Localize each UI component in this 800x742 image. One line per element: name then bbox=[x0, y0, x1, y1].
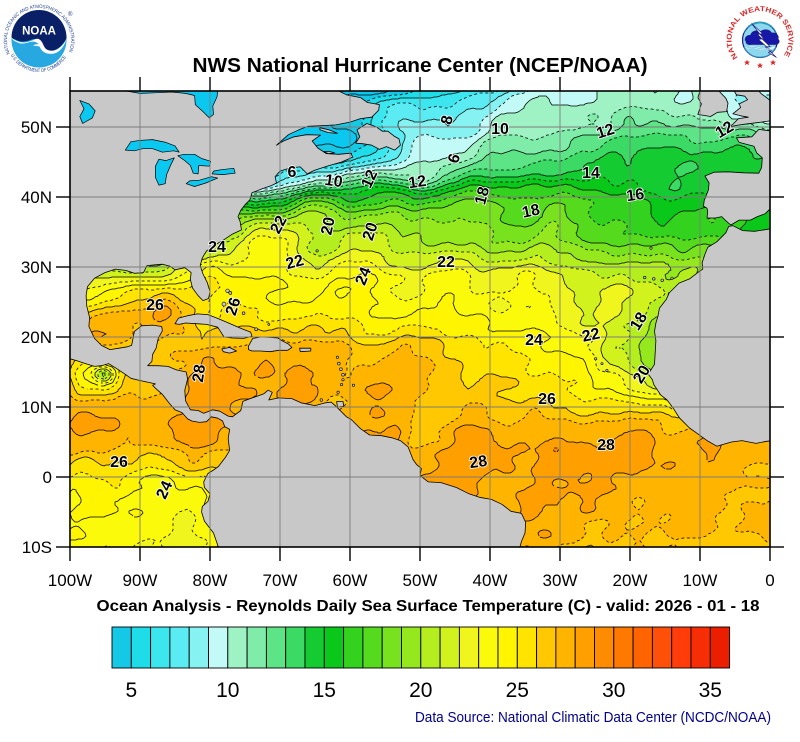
svg-text:28: 28 bbox=[597, 437, 615, 454]
svg-text:18: 18 bbox=[521, 201, 542, 221]
svg-text:12: 12 bbox=[407, 173, 427, 192]
svg-text:26: 26 bbox=[538, 391, 556, 408]
svg-text:26: 26 bbox=[110, 454, 128, 471]
svg-text:14: 14 bbox=[582, 165, 600, 182]
svg-text:28: 28 bbox=[468, 453, 488, 472]
svg-text:50N: 50N bbox=[21, 118, 52, 137]
svg-text:22: 22 bbox=[437, 254, 455, 271]
svg-text:0: 0 bbox=[765, 571, 774, 590]
svg-text:10N: 10N bbox=[21, 398, 52, 417]
svg-text:26: 26 bbox=[223, 295, 245, 317]
svg-text:70W: 70W bbox=[263, 571, 298, 590]
svg-text:Data Source: National Climatic: Data Source: National Climatic Data Cent… bbox=[415, 709, 771, 726]
svg-text:0: 0 bbox=[43, 468, 52, 487]
svg-text:24: 24 bbox=[208, 239, 226, 256]
svg-text:NOAA: NOAA bbox=[22, 26, 56, 38]
svg-text:40W: 40W bbox=[473, 571, 508, 590]
svg-text:Ocean Analysis - Reynolds Dail: Ocean Analysis - Reynolds Daily Sea Surf… bbox=[97, 598, 760, 615]
svg-text:10: 10 bbox=[324, 172, 344, 191]
svg-text:20: 20 bbox=[409, 679, 432, 702]
svg-text:NWS National Hurricane Center: NWS National Hurricane Center (NCEP/NOAA… bbox=[193, 54, 648, 77]
svg-text:10: 10 bbox=[216, 679, 239, 702]
svg-text:10W: 10W bbox=[683, 571, 718, 590]
svg-text:100W: 100W bbox=[48, 571, 92, 590]
svg-text:20: 20 bbox=[318, 215, 338, 236]
svg-text:80W: 80W bbox=[193, 571, 228, 590]
svg-text:10: 10 bbox=[491, 121, 509, 138]
svg-text:16: 16 bbox=[625, 186, 645, 205]
svg-text:15: 15 bbox=[313, 679, 336, 702]
svg-text:30: 30 bbox=[602, 679, 625, 702]
svg-text:20N: 20N bbox=[21, 328, 52, 347]
svg-text:18: 18 bbox=[472, 185, 493, 207]
svg-text:40N: 40N bbox=[21, 188, 52, 207]
svg-text:20: 20 bbox=[360, 220, 382, 242]
svg-text:26: 26 bbox=[146, 297, 164, 314]
svg-text:10S: 10S bbox=[22, 538, 52, 557]
svg-text:22: 22 bbox=[284, 252, 306, 273]
svg-text:12: 12 bbox=[595, 121, 617, 143]
svg-text:30W: 30W bbox=[543, 571, 578, 590]
svg-text:28: 28 bbox=[190, 363, 209, 383]
svg-text:24: 24 bbox=[525, 332, 543, 349]
svg-text:22: 22 bbox=[581, 325, 602, 345]
svg-text:50W: 50W bbox=[403, 571, 438, 590]
svg-text:25: 25 bbox=[506, 679, 529, 702]
svg-text:30N: 30N bbox=[21, 258, 52, 277]
svg-text:90W: 90W bbox=[123, 571, 158, 590]
svg-text:60W: 60W bbox=[333, 571, 368, 590]
svg-text:20W: 20W bbox=[613, 571, 648, 590]
svg-text:35: 35 bbox=[699, 679, 722, 702]
svg-text:®: ® bbox=[68, 11, 73, 18]
svg-text:6: 6 bbox=[288, 164, 297, 181]
svg-text:5: 5 bbox=[125, 679, 137, 702]
